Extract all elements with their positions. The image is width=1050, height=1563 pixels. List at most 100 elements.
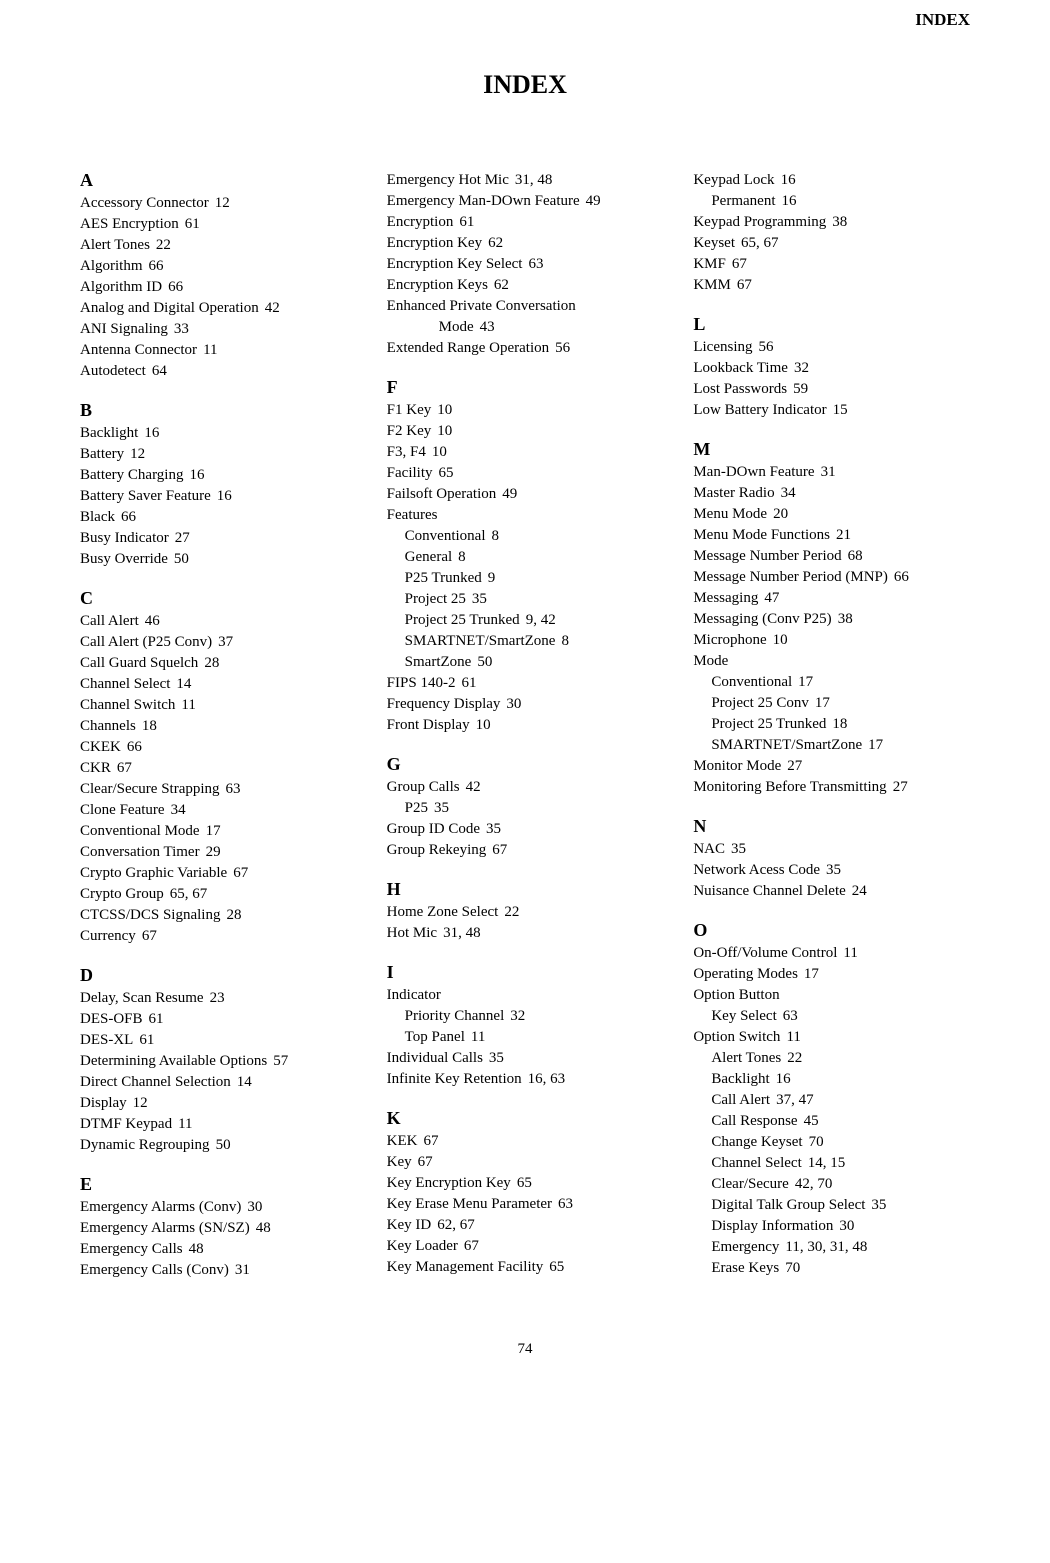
index-entry: Encryption Key Select63 <box>387 254 664 275</box>
index-entry-text: Key ID <box>387 1217 432 1233</box>
index-entry-text: Monitoring Before Transmitting <box>693 779 886 795</box>
index-entry: Channels18 <box>80 716 357 737</box>
index-entry: Erase Keys70 <box>693 1258 970 1279</box>
index-entry-pages: 17 <box>868 737 883 753</box>
index-entry-text: Emergency Man-DOwn Feature <box>387 193 580 209</box>
index-entry: Call Guard Squelch28 <box>80 653 357 674</box>
index-entry-text: Clear/Secure Strapping <box>80 781 220 797</box>
index-entry-pages: 62, 67 <box>437 1217 475 1233</box>
index-entry-pages: 67 <box>737 277 752 293</box>
index-entry: Keypad Programming38 <box>693 212 970 233</box>
index-entry: Group Rekeying67 <box>387 840 664 861</box>
index-entry-text: Emergency Alarms (Conv) <box>80 1199 241 1215</box>
index-entry-pages: 50 <box>477 654 492 670</box>
index-entry-text: CTCSS/DCS Signaling <box>80 907 220 923</box>
index-entry-pages: 31 <box>235 1262 250 1278</box>
index-entry-text: Call Alert (P25 Conv) <box>80 634 212 650</box>
index-entry: Indicator <box>387 985 664 1006</box>
index-entry-text: Key Loader <box>387 1238 458 1254</box>
index-entry-text: Infinite Key Retention <box>387 1071 522 1087</box>
index-letter: K <box>387 1108 664 1129</box>
index-entry-pages: 65 <box>439 465 454 481</box>
index-entry: Display Information30 <box>693 1216 970 1237</box>
index-letter: D <box>80 965 357 986</box>
index-entry-pages: 67 <box>464 1238 479 1254</box>
index-entry-pages: 14 <box>176 676 191 692</box>
index-entry-pages: 32 <box>510 1008 525 1024</box>
index-entry-text: Battery Saver Feature <box>80 488 211 504</box>
index-entry-text: Conventional <box>711 674 792 690</box>
index-entry-pages: 27 <box>893 779 908 795</box>
index-entry-text: Digital Talk Group Select <box>711 1197 865 1213</box>
index-entry: Frequency Display30 <box>387 694 664 715</box>
index-entry-text: Black <box>80 509 115 525</box>
index-entry: P25 Trunked9 <box>387 568 664 589</box>
index-entry-text: Group Rekeying <box>387 842 487 858</box>
index-entry: Top Panel11 <box>387 1027 664 1048</box>
index-entry-text: Home Zone Select <box>387 904 499 920</box>
index-entry: Low Battery Indicator15 <box>693 400 970 421</box>
index-entry-text: SMARTNET/SmartZone <box>711 737 862 753</box>
index-entry-text: Keypad Programming <box>693 214 826 230</box>
index-entry-text: Channel Switch <box>80 697 175 713</box>
index-entry-text: Backlight <box>80 425 138 441</box>
index-entry: Man-DOwn Feature31 <box>693 462 970 483</box>
index-entry-pages: 10 <box>437 423 452 439</box>
index-entry: Determining Available Options57 <box>80 1051 357 1072</box>
index-entry-pages: 17 <box>798 674 813 690</box>
index-entry-pages: 15 <box>833 402 848 418</box>
index-entry-text: CKR <box>80 760 111 776</box>
index-entry-pages: 18 <box>832 716 847 732</box>
index-entry: Keypad Lock16 <box>693 170 970 191</box>
index-entry-text: AES Encryption <box>80 216 179 232</box>
index-entry-text: Operating Modes <box>693 966 798 982</box>
index-entry-text: Currency <box>80 928 136 944</box>
index-entry-pages: 16, 63 <box>528 1071 566 1087</box>
index-entry-pages: 8 <box>492 528 500 544</box>
index-letter: H <box>387 879 664 900</box>
index-entry-text: Change Keyset <box>711 1134 802 1150</box>
index-entry: Encryption Keys62 <box>387 275 664 296</box>
index-entry: Features <box>387 505 664 526</box>
index-entry: Emergency Calls (Conv)31 <box>80 1260 357 1281</box>
index-entry-pages: 56 <box>555 340 570 356</box>
index-entry-text: Call Alert <box>711 1092 770 1108</box>
index-entry-text: Project 25 Trunked <box>711 716 826 732</box>
index-entry-pages: 10 <box>437 402 452 418</box>
index-entry: Emergency Hot Mic31, 48 <box>387 170 664 191</box>
index-entry-pages: 31, 48 <box>515 172 553 188</box>
index-entry: Conventional Mode17 <box>80 821 357 842</box>
index-entry-text: Key Encryption Key <box>387 1175 511 1191</box>
index-entry-pages: 67 <box>424 1133 439 1149</box>
index-entry-pages: 61 <box>139 1032 154 1048</box>
index-entry-text: Lost Passwords <box>693 381 787 397</box>
index-entry-text: Emergency Alarms (SN/SZ) <box>80 1220 250 1236</box>
index-entry-pages: 61 <box>459 214 474 230</box>
index-entry-pages: 16 <box>776 1071 791 1087</box>
index-entry: Direct Channel Selection14 <box>80 1072 357 1093</box>
index-entry-text: KMM <box>693 277 731 293</box>
index-entry-text: Erase Keys <box>711 1260 779 1276</box>
index-entry-text: Antenna Connector <box>80 342 197 358</box>
index-entry-pages: 50 <box>174 551 189 567</box>
index-entry: Algorithm ID66 <box>80 277 357 298</box>
index-entry: Key Erase Menu Parameter63 <box>387 1194 664 1215</box>
index-entry-text: On-Off/Volume Control <box>693 945 837 961</box>
index-entry-text: Key Erase Menu Parameter <box>387 1196 552 1212</box>
index-entry: Group Calls42 <box>387 777 664 798</box>
index-entry-pages: 67 <box>233 865 248 881</box>
page-header: INDEX <box>80 10 970 30</box>
index-entry-pages: 65, 67 <box>741 235 779 251</box>
index-entry: Mode <box>693 651 970 672</box>
index-entry: Menu Mode20 <box>693 504 970 525</box>
index-entry: Emergency11, 30, 31, 48 <box>693 1237 970 1258</box>
index-entry-pages: 48 <box>256 1220 271 1236</box>
index-entry: Busy Indicator27 <box>80 528 357 549</box>
index-entry: Failsoft Operation49 <box>387 484 664 505</box>
index-entry-pages: 37 <box>218 634 233 650</box>
index-entry: Currency67 <box>80 926 357 947</box>
index-entry-text: Busy Indicator <box>80 530 169 546</box>
index-letter: O <box>693 920 970 941</box>
index-entry-text: FIPS 140-2 <box>387 675 456 691</box>
index-entry-text: Mode <box>693 653 728 669</box>
